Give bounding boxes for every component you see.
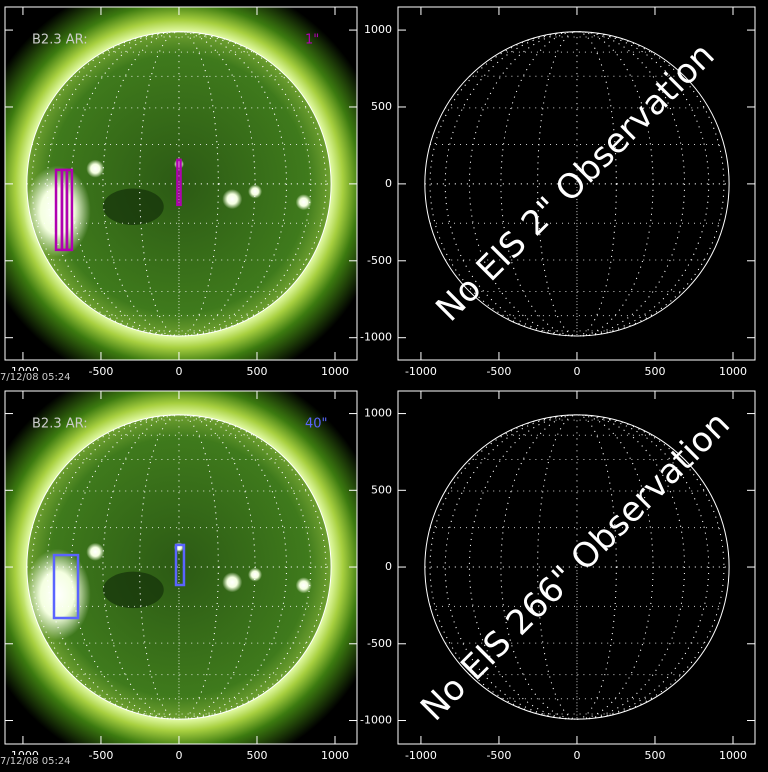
raster-label: 40" <box>305 417 328 432</box>
y-tick-label: 0 <box>385 177 392 190</box>
x-tick-label: -500 <box>486 749 511 762</box>
y-tick-label: 0 <box>385 560 392 573</box>
timestamp: 7/12/08 05:24 <box>0 756 71 767</box>
y-tick-label: 500 <box>371 100 392 113</box>
active-region <box>24 549 91 640</box>
annotation: B2.3 AR: <box>32 417 88 432</box>
x-tick-label: -500 <box>88 365 113 378</box>
panel: No EIS 2" Observation -1000 -500 0 500 1000 -1… <box>360 7 755 378</box>
x-tick-label: 0 <box>573 749 580 762</box>
y-tick-label: -500 <box>367 637 392 650</box>
no-observation-text: No EIS 266" Observation <box>413 404 738 729</box>
x-tick-label: 1000 <box>321 749 349 762</box>
x-tick-label: 0 <box>573 365 580 378</box>
bright-point <box>222 189 242 209</box>
panel: No EIS 266" Observation -1000 -500 0 500 1000… <box>360 391 755 762</box>
x-tick-label: 1000 <box>719 749 747 762</box>
x-tick-label: -500 <box>486 365 511 378</box>
x-tick-label: 500 <box>246 365 267 378</box>
timestamp: 7/12/08 05:24 <box>0 372 71 383</box>
x-tick-label: -500 <box>88 749 113 762</box>
x-tick-label: 1000 <box>321 365 349 378</box>
plot-area <box>0 0 389 394</box>
y-tick-label: 1000 <box>364 23 392 36</box>
x-tick-label: -1000 <box>405 749 437 762</box>
x-tick-label: 1000 <box>719 365 747 378</box>
bright-point <box>222 572 242 592</box>
no-observation-text: No EIS 2" Observation <box>428 35 722 329</box>
y-tick-label: 1000 <box>364 407 392 420</box>
dark-region <box>103 572 164 609</box>
y-tick-label: -1000 <box>360 714 392 727</box>
bright-point <box>86 160 104 178</box>
y-tick-label: 500 <box>371 483 392 496</box>
x-tick-label: 0 <box>175 365 182 378</box>
x-tick-label: 0 <box>175 749 182 762</box>
x-tick-label: 500 <box>644 365 665 378</box>
y-tick-label: -500 <box>367 254 392 267</box>
y-tick-label: -1000 <box>360 331 392 344</box>
raster-label: 1" <box>305 33 319 48</box>
dark-region <box>103 188 164 225</box>
bright-point <box>86 543 104 561</box>
x-tick-label: -1000 <box>405 365 437 378</box>
x-tick-label: 500 <box>644 749 665 762</box>
annotation: B2.3 AR: <box>32 33 88 48</box>
x-tick-label: 500 <box>246 749 267 762</box>
